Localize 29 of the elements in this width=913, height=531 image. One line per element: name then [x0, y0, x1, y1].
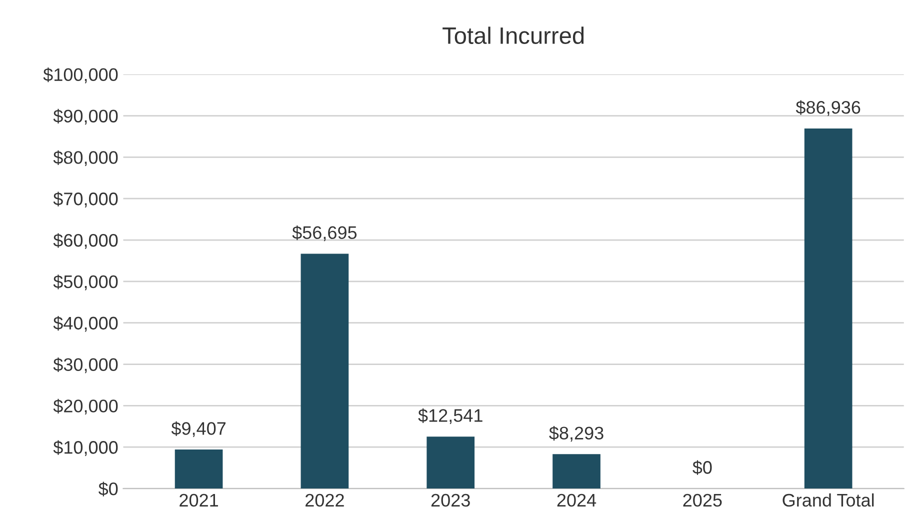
x-tick-label: Grand Total [782, 493, 874, 507]
x-tick-label: 2021 [180, 494, 218, 507]
y-tick-label: $50,000 [53, 274, 118, 290]
y-tick-label: $30,000 [53, 357, 118, 374]
y-tick-label: $60,000 [53, 233, 118, 249]
y-tick-label: $70,000 [53, 192, 118, 208]
x-tick-label: 2022 [306, 494, 344, 507]
y-tick-label: $90,000 [53, 108, 118, 125]
y-tick-label: $100,000 [43, 68, 118, 84]
y-tick-label: $20,000 [53, 398, 118, 415]
x-tick-label: 2023 [431, 494, 470, 507]
x-tick-label: 2024 [557, 494, 596, 507]
bar [426, 436, 475, 489]
y-tick-label: $0 [98, 482, 118, 496]
bar [174, 450, 223, 489]
data-label: $86,936 [796, 100, 860, 116]
data-label: $12,541 [418, 408, 482, 424]
data-label: $8,293 [549, 426, 604, 442]
data-label: $9,407 [171, 421, 226, 438]
x-tick-label: 2025 [683, 494, 722, 507]
y-tick-label: $80,000 [53, 150, 118, 166]
y-tick-label: $40,000 [53, 316, 118, 332]
data-label: $56,695 [292, 225, 357, 242]
y-tick-label: $10,000 [53, 440, 118, 456]
bar [300, 254, 349, 489]
data-label: $0 [692, 460, 712, 475]
bar [804, 128, 852, 489]
bar [552, 454, 600, 489]
chart-title: Total Incurred [442, 26, 584, 44]
